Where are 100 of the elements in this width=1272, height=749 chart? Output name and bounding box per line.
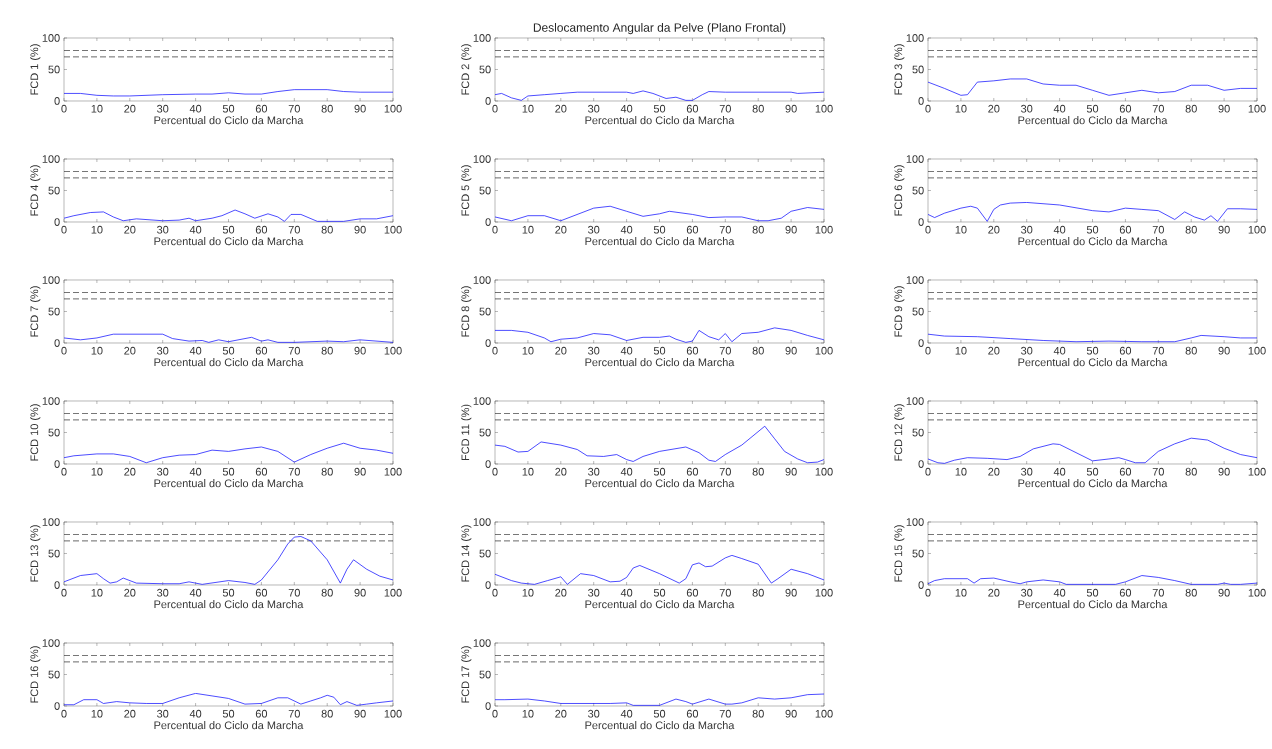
x-tick-label: 60 — [255, 709, 268, 718]
y-tick-label: 0 — [918, 97, 924, 105]
x-tick-label: 60 — [1119, 346, 1132, 355]
x-tick-label: 80 — [321, 104, 333, 113]
x-tick-label: 100 — [815, 225, 833, 234]
x-tick-label: 100 — [384, 104, 402, 113]
y-axis-title: FCD 1 (%) — [30, 44, 41, 95]
x-tick-label: 10 — [522, 588, 534, 597]
x-tick-label: 30 — [588, 346, 600, 355]
x-tick-label: 40 — [620, 588, 633, 597]
x-tick-label: 40 — [1053, 467, 1066, 476]
y-axis-title: FCD 5 (%) — [461, 165, 472, 216]
x-tick-label: 80 — [752, 709, 764, 718]
x-tick-label: 0 — [925, 225, 931, 234]
x-tick-label: 10 — [955, 225, 967, 234]
y-tick-label: 100 — [42, 155, 60, 163]
x-tick-label: 70 — [1152, 467, 1164, 476]
y-tick-label: 100 — [473, 518, 491, 526]
x-tick-label: 40 — [189, 588, 202, 597]
x-tick-label: 20 — [555, 104, 567, 113]
x-tick-label: 0 — [492, 588, 498, 597]
x-tick-label: 80 — [752, 104, 764, 113]
x-tick-label: 80 — [1185, 104, 1197, 113]
y-tick-label: 0 — [54, 581, 60, 589]
x-tick-label: 70 — [1152, 104, 1164, 113]
chart-title: Deslocamento Angular da Pelve (Plano Frontal) — [533, 23, 786, 35]
x-tick-label: 90 — [785, 346, 797, 355]
x-tick-label: 90 — [354, 709, 366, 718]
x-tick-label: 80 — [752, 467, 764, 476]
x-tick-label: 100 — [384, 467, 402, 476]
x-tick-label: 40 — [189, 104, 202, 113]
y-axis-title: FCD 15 (%) — [894, 525, 905, 582]
x-tick-label: 20 — [124, 467, 136, 476]
x-tick-label: 20 — [555, 346, 567, 355]
x-tick-label: 40 — [1053, 104, 1066, 113]
x-tick-label: 70 — [288, 104, 300, 113]
x-tick-label: 30 — [157, 467, 169, 476]
y-tick-label: 50 — [48, 65, 60, 74]
x-tick-label: 100 — [1248, 104, 1266, 113]
y-tick-label: 100 — [473, 397, 491, 405]
x-tick-label: 100 — [815, 104, 833, 113]
x-tick-label: 70 — [288, 709, 300, 718]
y-tick-label: 0 — [918, 339, 924, 347]
x-axis-title: Percentual do Ciclo da Marcha — [585, 479, 735, 488]
y-axis-title: FCD 16 (%) — [30, 646, 41, 703]
x-axis-title: Percentual do Ciclo da Marcha — [1018, 479, 1168, 488]
x-tick-label: 50 — [653, 467, 666, 476]
y-axis-title: FCD 6 (%) — [894, 165, 905, 216]
x-tick-label: 70 — [719, 588, 731, 597]
x-tick-label: 90 — [785, 467, 797, 476]
x-axis-title: Percentual do Ciclo da Marcha — [154, 237, 304, 246]
y-axis-title: FCD 14 (%) — [461, 525, 472, 582]
y-tick-label: 100 — [473, 276, 491, 284]
x-tick-label: 100 — [815, 346, 833, 355]
y-tick-label: 100 — [906, 155, 924, 163]
x-tick-label: 40 — [620, 346, 633, 355]
y-tick-label: 100 — [906, 518, 924, 526]
x-axis-title: Percentual do Ciclo da Marcha — [154, 600, 304, 609]
x-tick-label: 0 — [61, 588, 67, 597]
x-tick-label: 60 — [686, 467, 699, 476]
x-tick-label: 10 — [955, 588, 967, 597]
x-tick-label: 100 — [815, 709, 833, 718]
y-tick-label: 100 — [906, 276, 924, 284]
y-tick-label: 50 — [48, 549, 60, 558]
x-tick-label: 40 — [620, 467, 633, 476]
x-tick-label: 70 — [288, 346, 300, 355]
x-tick-label: 60 — [686, 104, 699, 113]
x-tick-label: 80 — [321, 588, 333, 597]
x-tick-label: 80 — [321, 346, 333, 355]
y-tick-label: 50 — [48, 428, 60, 437]
x-tick-label: 50 — [653, 225, 666, 234]
x-tick-label: 70 — [288, 225, 300, 234]
x-tick-label: 40 — [189, 467, 202, 476]
x-tick-label: 20 — [555, 467, 567, 476]
x-tick-label: 20 — [988, 346, 1000, 355]
x-tick-label: 50 — [222, 588, 235, 597]
x-tick-label: 70 — [1152, 588, 1164, 597]
x-tick-label: 90 — [1218, 588, 1230, 597]
y-tick-label: 100 — [473, 155, 491, 163]
x-tick-label: 80 — [752, 346, 764, 355]
y-tick-label: 50 — [479, 307, 491, 316]
x-tick-label: 60 — [255, 467, 268, 476]
x-tick-label: 20 — [555, 709, 567, 718]
x-tick-label: 20 — [988, 104, 1000, 113]
x-tick-label: 30 — [1021, 104, 1033, 113]
y-tick-label: 50 — [479, 670, 491, 679]
x-tick-label: 90 — [354, 588, 366, 597]
x-axis-title: Percentual do Ciclo da Marcha — [585, 116, 735, 125]
y-axis-title: FCD 13 (%) — [30, 525, 41, 582]
y-tick-label: 100 — [473, 34, 491, 42]
x-tick-label: 10 — [91, 588, 103, 597]
x-tick-label: 30 — [157, 588, 169, 597]
y-tick-label: 0 — [54, 460, 60, 468]
x-tick-label: 0 — [492, 709, 498, 718]
x-tick-label: 10 — [91, 709, 103, 718]
x-tick-label: 10 — [522, 104, 534, 113]
y-tick-label: 0 — [485, 97, 491, 105]
x-tick-label: 60 — [255, 225, 268, 234]
x-tick-label: 0 — [492, 225, 498, 234]
x-tick-label: 30 — [588, 225, 600, 234]
